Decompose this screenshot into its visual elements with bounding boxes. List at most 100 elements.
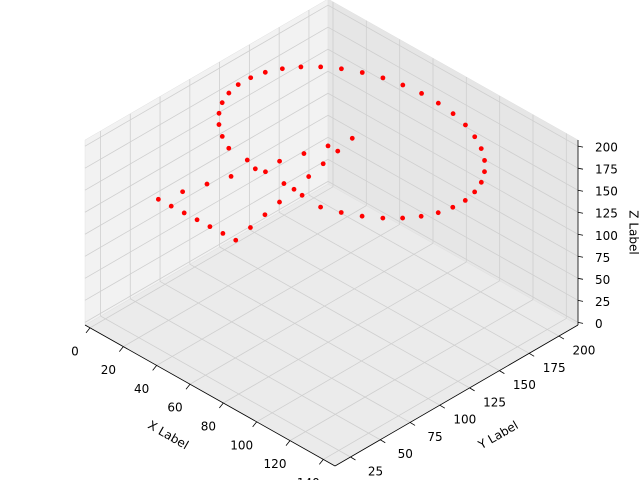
point: [220, 230, 226, 236]
grid-line: [130, 298, 381, 441]
tick-mark: [577, 211, 584, 214]
point: [244, 157, 250, 163]
point: [338, 210, 344, 215]
z-tick-label: 50: [595, 273, 610, 287]
point: [325, 143, 331, 149]
y-tick-label: 25: [368, 465, 383, 479]
grid-line: [327, 48, 579, 191]
x-tick-label: 60: [167, 401, 182, 415]
point: [349, 135, 355, 141]
y-tick-label: 150: [513, 378, 536, 392]
y-axis-label: Y Label: [475, 418, 521, 452]
y-tick-label: 75: [427, 430, 442, 444]
grid-line: [84, 26, 329, 169]
tick-mark: [85, 327, 91, 334]
x-tick-label: 40: [134, 382, 149, 396]
tick-mark: [119, 346, 124, 352]
y-tick-label: 175: [543, 361, 566, 375]
tick-mark: [185, 383, 191, 390]
point: [318, 204, 323, 210]
grid-line: [189, 242, 434, 385]
point: [335, 148, 341, 154]
point: [306, 174, 312, 179]
y-tick-label: 200: [572, 344, 595, 358]
x-tick-label: 80: [201, 420, 216, 434]
point: [339, 66, 344, 72]
grid-line: [278, 211, 530, 354]
z-tick-label: 75: [595, 251, 610, 265]
point: [248, 75, 254, 81]
point: [478, 179, 484, 185]
tick-mark: [252, 421, 257, 428]
point: [277, 199, 282, 205]
tick-mark: [577, 321, 584, 324]
z-tick-label: 125: [595, 207, 618, 221]
grid-line: [289, 299, 534, 441]
tick-mark: [558, 335, 565, 340]
point: [482, 158, 487, 163]
point: [450, 111, 456, 117]
point: [400, 215, 406, 221]
x-axis-label: X Label: [146, 418, 191, 452]
tick-mark: [577, 233, 584, 236]
point: [204, 181, 210, 187]
grid-line: [308, 194, 560, 337]
point: [180, 189, 186, 195]
point: [216, 110, 222, 116]
x-axis-line: [84, 324, 336, 467]
grid-line: [249, 229, 500, 371]
tick-mark: [577, 145, 584, 148]
grid-line: [323, 318, 567, 460]
grid-line: [84, 70, 329, 213]
y-tick-label: 100: [453, 413, 476, 427]
tick-mark: [499, 370, 505, 374]
point: [435, 210, 441, 216]
point: [359, 213, 365, 219]
tick-mark: [469, 387, 475, 392]
grid-line: [223, 261, 467, 404]
grid-line: [256, 280, 500, 423]
point: [277, 158, 282, 164]
point: [228, 173, 234, 179]
point: [181, 210, 187, 216]
tick-mark: [577, 277, 584, 280]
grid-line: [84, 92, 329, 235]
tick-mark: [380, 439, 386, 444]
z-tick-label: 150: [595, 185, 618, 199]
y-tick-label: 50: [398, 447, 413, 461]
grid-line: [123, 205, 367, 347]
x-tick-label: 100: [230, 438, 253, 452]
point: [318, 64, 324, 70]
point: [226, 90, 232, 96]
tick-mark: [409, 422, 416, 426]
tick-mark: [528, 352, 535, 357]
point: [400, 82, 406, 88]
point: [279, 66, 285, 72]
point: [219, 100, 225, 106]
grid-line: [84, 4, 329, 147]
grid-line: [84, 181, 329, 323]
point: [281, 181, 287, 186]
x-tick-label: 140: [297, 476, 320, 480]
point: [248, 225, 253, 230]
z-tick-label: 25: [595, 295, 610, 309]
z-tick-label: 175: [595, 163, 618, 177]
z-tick-label: 0: [595, 317, 603, 331]
point: [235, 82, 241, 88]
grid-line: [327, 70, 579, 213]
point: [380, 75, 386, 81]
point: [482, 169, 487, 175]
point: [478, 146, 484, 152]
tick-mark: [577, 299, 584, 302]
point: [219, 133, 225, 139]
grid-line: [327, 4, 579, 147]
point: [262, 212, 268, 218]
y-axis-line: [334, 324, 579, 467]
tick-mark: [577, 189, 584, 192]
tick-mark: [439, 404, 446, 409]
point: [472, 134, 478, 140]
point: [216, 122, 222, 127]
point: [226, 145, 232, 151]
